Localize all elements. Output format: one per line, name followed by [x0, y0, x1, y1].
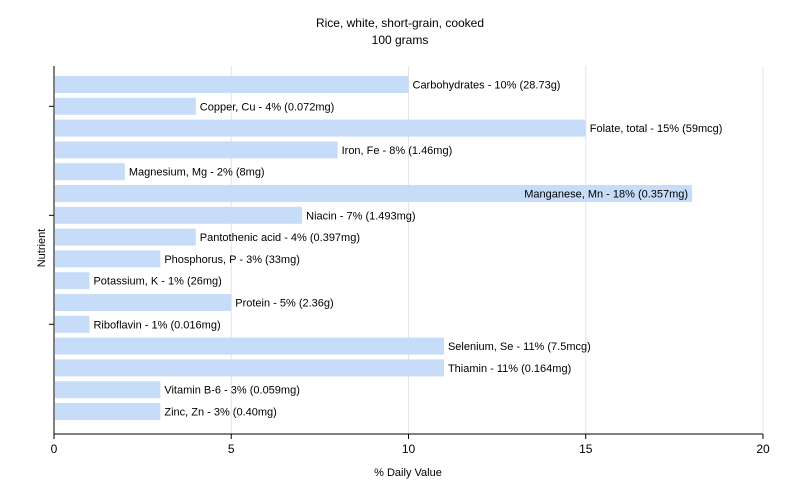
bar-label: Manganese, Mn - 18% (0.357mg) [524, 189, 688, 201]
bar [55, 250, 161, 268]
bar [55, 141, 338, 159]
bar [55, 185, 693, 202]
bar [55, 97, 196, 115]
bar [55, 294, 232, 311]
x-tick-label: 10 [402, 442, 416, 456]
bar-label: Niacin - 7% (1.493mg) [306, 210, 415, 222]
x-axis-ticks: 0 5 10 15 20 [51, 434, 770, 456]
bar [55, 315, 90, 333]
y-axis-ticks [49, 105, 54, 325]
bar-label: Iron, Fe - 8% (1.46mg) [342, 145, 453, 157]
bar-label: Riboflavin - 1% (0.016mg) [93, 319, 220, 331]
x-tick-label: 15 [579, 442, 593, 456]
bar-label: Selenium, Se - 11% (7.5mcg) [448, 341, 591, 353]
bar-labels: Carbohydrates - 10% (28.73g) Copper, Cu -… [93, 80, 722, 419]
bar [55, 163, 125, 181]
bar [55, 272, 90, 290]
bar [55, 403, 161, 420]
bar-label: Phosphorus, P - 3% (33mg) [164, 254, 300, 266]
bar [55, 381, 161, 399]
x-tick-label: 5 [228, 442, 235, 456]
bar-label: Magnesium, Mg - 2% (8mg) [129, 167, 265, 179]
bar [55, 206, 303, 224]
bar [55, 337, 444, 355]
bar-label: Potassium, K - 1% (26mg) [93, 276, 221, 288]
chart-subtitle: 100 grams [372, 33, 429, 47]
bar-label: Copper, Cu - 4% (0.072mg) [200, 101, 335, 113]
chart-title: Rice, white, short-grain, cooked [316, 16, 484, 30]
bar [55, 359, 444, 377]
bar-label: Vitamin B-6 - 3% (0.059mg) [164, 385, 300, 397]
bar-label: Folate, total - 15% (59mcg) [590, 123, 723, 135]
bar-label: Carbohydrates - 10% (28.73g) [413, 80, 561, 92]
x-tick-label: 20 [756, 442, 770, 456]
bar [55, 119, 586, 137]
bar-label: Pantothenic acid - 4% (0.397mg) [200, 232, 360, 244]
x-axis-label: % Daily Value [374, 467, 442, 479]
y-axis-label: Nutrient [36, 229, 48, 268]
bar-label: Zinc, Zn - 3% (0.40mg) [164, 407, 276, 419]
bar [55, 76, 409, 93]
bar [55, 228, 196, 246]
bars [55, 76, 693, 420]
bar-label: Protein - 5% (2.36g) [235, 298, 333, 310]
bar-label: Thiamin - 11% (0.164mg) [448, 363, 571, 375]
x-tick-label: 0 [51, 442, 58, 456]
